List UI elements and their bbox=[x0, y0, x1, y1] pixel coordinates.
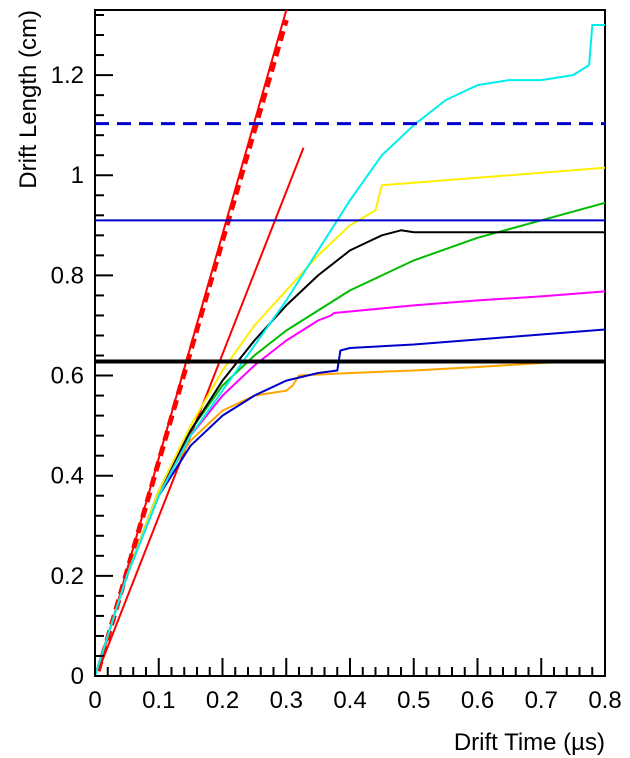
x-tick-label: 0.7 bbox=[525, 687, 558, 714]
x-tick-label: 0.6 bbox=[461, 687, 494, 714]
x-tick-label: 0.2 bbox=[206, 687, 239, 714]
y-tick-label: 0.8 bbox=[51, 262, 84, 289]
x-tick-label: 0.4 bbox=[333, 687, 366, 714]
x-tick-label: 0.8 bbox=[588, 687, 621, 714]
y-tick-label: 0.4 bbox=[51, 463, 84, 490]
series-line-3 bbox=[95, 19, 289, 672]
y-axis-title: Drift Length (cm) bbox=[15, 10, 42, 189]
x-tick-label: 0.1 bbox=[142, 687, 175, 714]
series-line-10 bbox=[95, 24, 605, 676]
y-tick-label: 0 bbox=[71, 663, 84, 690]
tick-labels: 0 0.1 0.2 0.3 0.4 0.5 0.6 0.7 0.8 0 0.2 0.4 0.6 0.8 1 1… bbox=[51, 62, 622, 714]
y-tick-label: 1 bbox=[71, 162, 84, 189]
plot-frame bbox=[94, 9, 606, 677]
series-line-7 bbox=[95, 201, 605, 676]
x-tick-label: 0.3 bbox=[270, 687, 303, 714]
x-tick-label: 0.5 bbox=[397, 687, 430, 714]
y-tick-label: 0.2 bbox=[51, 563, 84, 590]
reference-lines bbox=[95, 122, 605, 364]
y-tick-label: 0.6 bbox=[51, 363, 84, 390]
series-layer bbox=[95, 10, 605, 676]
series-line-5 bbox=[95, 328, 605, 676]
axis-ticks bbox=[94, 14, 606, 677]
y-tick-label: 1.2 bbox=[51, 62, 84, 89]
x-tick-label: 0 bbox=[88, 687, 101, 714]
x-axis-title: Drift Time (µs) bbox=[454, 729, 605, 756]
series-line-4 bbox=[95, 360, 574, 676]
series-line-9 bbox=[95, 166, 605, 676]
